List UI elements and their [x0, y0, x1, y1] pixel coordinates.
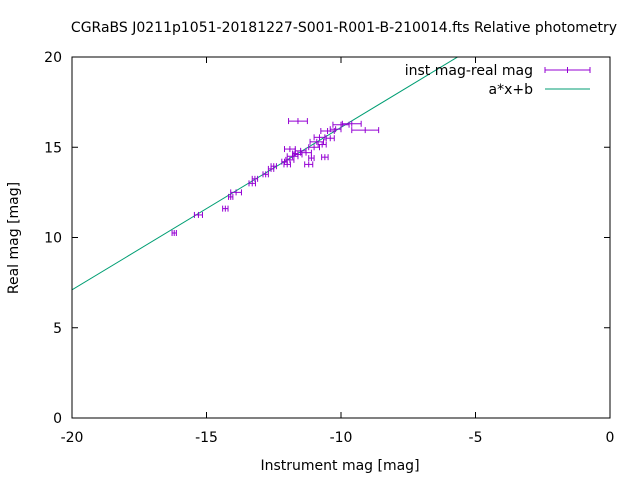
y-tick-label: 10 — [44, 231, 62, 247]
x-tick-label: -15 — [195, 430, 218, 446]
data-point — [171, 229, 177, 236]
data-point — [304, 161, 314, 168]
x-tick-label: -20 — [61, 430, 84, 446]
x-axis-title: Instrument mag [mag] — [260, 458, 419, 474]
y-axis-title: Real mag [mag] — [6, 182, 22, 294]
x-tick-label: -5 — [469, 430, 483, 446]
legend-label-data: inst mag-real mag — [405, 63, 533, 79]
data-point — [222, 205, 229, 212]
data-point — [308, 144, 320, 151]
data-point — [309, 138, 325, 145]
data-point — [308, 155, 315, 162]
legend-sample-data — [544, 67, 591, 73]
data-point — [292, 150, 299, 157]
data-point — [332, 121, 350, 128]
axes: -20 -15 -10 -5 0 0 5 10 15 20 — [44, 50, 614, 446]
data-point — [251, 175, 259, 182]
data-point — [317, 141, 327, 148]
data-point — [228, 193, 234, 200]
data-point — [313, 134, 326, 141]
data-point — [230, 189, 242, 196]
chart-title: CGRaBS J0211p1051-20181227-S001-R001-B-2… — [71, 20, 617, 36]
data-point — [193, 211, 203, 218]
data-point — [288, 118, 308, 125]
y-tick-label: 15 — [44, 140, 62, 156]
plot-data-layer — [72, 57, 459, 291]
data-point — [351, 127, 380, 134]
data-point — [270, 163, 277, 170]
legend-label-fit: a*x+b — [489, 82, 534, 98]
data-point — [281, 158, 288, 165]
data-point — [341, 120, 362, 127]
x-tick-label: 0 — [606, 430, 615, 446]
data-point — [300, 149, 312, 156]
y-tick-label: 20 — [44, 50, 62, 66]
data-point — [320, 128, 335, 135]
y-tick-label: 5 — [53, 321, 62, 337]
legend: inst mag-real mag a*x+b — [405, 63, 591, 98]
y-tick-label: 0 — [53, 411, 62, 427]
data-point — [325, 135, 335, 142]
x-tick-label: -10 — [330, 430, 353, 446]
data-point — [321, 154, 329, 161]
data-point — [262, 171, 269, 178]
